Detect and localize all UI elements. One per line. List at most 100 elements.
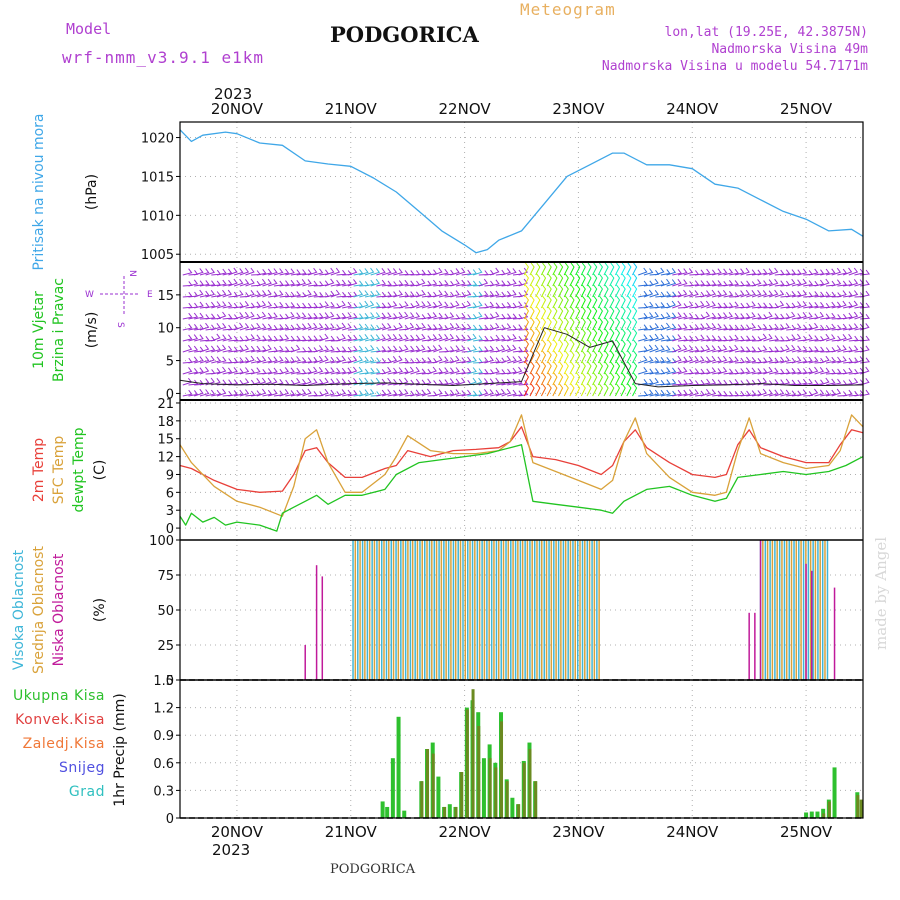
wind-barb (837, 323, 848, 331)
wind-barb (609, 306, 615, 320)
wind-barb (296, 269, 307, 276)
wind-barb (216, 279, 227, 287)
wind-barb (507, 356, 517, 364)
wind-barb (336, 269, 347, 276)
wind-barb (273, 301, 284, 309)
wind-barb (290, 356, 301, 364)
wind-barb (638, 355, 648, 364)
wind-barb (540, 383, 547, 397)
wind-barb (307, 366, 318, 375)
wind-barb (216, 289, 227, 298)
wind-barb (825, 268, 836, 276)
wind-barb (472, 311, 483, 320)
wind-barb (820, 268, 830, 276)
wind-barb (279, 324, 290, 331)
wind-barb (433, 300, 443, 309)
wind-barb (427, 312, 438, 320)
wind-barb (569, 317, 575, 331)
ytick-label: 75 (157, 569, 174, 584)
wind-barb (523, 273, 529, 287)
wind-barb (575, 350, 581, 364)
wind-barb (285, 311, 295, 320)
precip-convective-bar (431, 753, 435, 818)
wind-barb (734, 268, 745, 276)
wind-barb (592, 339, 598, 353)
wind-barb (746, 367, 756, 375)
wind-barb (546, 295, 552, 309)
wind-barb (774, 368, 785, 375)
wind-barb (655, 389, 665, 397)
wind-barb (814, 389, 825, 397)
wind-unit: (m/s) (84, 312, 100, 349)
wind-barb (677, 289, 688, 298)
top-tick-label: 22NOV (439, 100, 492, 118)
wind-barb (370, 357, 381, 364)
wind-barb (444, 367, 455, 375)
wind-barb (398, 367, 409, 375)
wind-barb (546, 284, 552, 298)
wind-barb (194, 356, 204, 364)
wind-barb (455, 368, 466, 375)
wind-barb (603, 306, 609, 320)
wind-barb (523, 383, 529, 397)
wind-barb (660, 322, 671, 331)
wind-barb (649, 323, 660, 331)
wind-barb (245, 334, 255, 342)
wind-barb (416, 389, 426, 397)
wind-barb (233, 345, 244, 353)
wind-barb (404, 322, 415, 331)
wind-barb (501, 268, 512, 276)
wind-barb (535, 361, 541, 375)
wind-barb (216, 323, 227, 331)
wind-barb (614, 350, 621, 364)
wind-barb (222, 345, 233, 353)
wind-barb (507, 334, 517, 342)
wind-barb (250, 290, 261, 298)
wind-barb (250, 345, 261, 353)
wind-barb (307, 322, 318, 331)
wind-barb (330, 289, 341, 298)
wind-barb (302, 357, 313, 364)
wind-barb (689, 280, 700, 287)
wind-barb (319, 333, 329, 342)
wind-barb (768, 367, 779, 375)
wind-barb (620, 273, 626, 287)
wind-barb (808, 356, 819, 364)
wind-barb (672, 334, 682, 342)
temp-ylabel: SFC Temp (51, 436, 67, 505)
wind-barb (837, 300, 847, 309)
wind-barb (842, 367, 853, 375)
wind-barb (376, 312, 386, 320)
wind-barb (552, 273, 558, 287)
wind-barb (540, 295, 547, 309)
wind-barb (313, 268, 324, 276)
wind-barb (478, 290, 489, 298)
wind-barb (387, 268, 398, 276)
precip-convective-bar (822, 813, 826, 818)
wind-barb (364, 267, 375, 276)
wind-barb (188, 368, 199, 375)
precip-total-bar (815, 811, 820, 818)
footer-station: PODGORICA (330, 862, 416, 877)
wind-barb (433, 312, 443, 320)
wind-barb (660, 367, 671, 375)
wind-barb (649, 344, 659, 353)
wind-barb (490, 267, 500, 276)
wind-barb (540, 262, 547, 276)
wind-barb (194, 289, 204, 298)
wind-barb (205, 280, 216, 287)
wind-barb (336, 346, 347, 353)
ytick-label: 50 (157, 604, 174, 619)
wind-barb (308, 335, 318, 342)
wind-barb (404, 291, 415, 298)
wind-barb (399, 291, 410, 298)
wind-barb (285, 390, 295, 397)
wind-barb (757, 345, 768, 353)
wind-barb (786, 291, 796, 298)
wind-barb (205, 313, 216, 320)
wind-barb (683, 355, 694, 364)
wind-barb (569, 350, 575, 364)
wind-barb (740, 267, 750, 276)
wind-barb (523, 372, 529, 386)
wind-barb (330, 356, 341, 364)
